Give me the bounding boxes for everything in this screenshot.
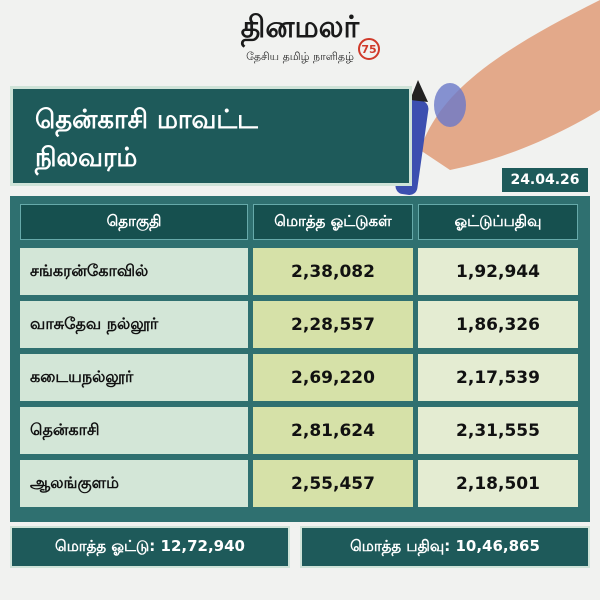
table-cell: வாசுதேவ நல்லூர் <box>20 301 248 348</box>
table-cell: தென்காசி <box>20 407 248 454</box>
table-cell: 2,69,220 <box>253 354 413 401</box>
table-cell: 2,81,624 <box>253 407 413 454</box>
badge: 75 <box>358 38 380 60</box>
title-line: நிலவரம் <box>35 143 138 173</box>
finger <box>420 0 600 170</box>
tagline: தேசிய தமிழ் நாளிதழ் <box>246 50 354 63</box>
table-cell: கடையநல்லூர் <box>20 354 248 401</box>
table-cell: 2,31,555 <box>418 407 578 454</box>
table: தொகுதி மொத்த ஓட்டுகள் ஓட்டுப்பதிவு சங்கரன்க… <box>10 196 590 522</box>
table-cell: ஆலங்குளம் <box>20 460 248 507</box>
logo: தினமலர் <box>240 10 360 45</box>
ink-mark <box>434 83 466 127</box>
table-cell: 2,18,501 <box>418 460 578 507</box>
table-cell: சங்கரன்கோவில் <box>20 248 248 295</box>
title-box: தென்காசி மாவட்ட நிலவரம் <box>10 86 412 186</box>
table-cell: 2,28,557 <box>253 301 413 348</box>
table-cell: 2,17,539 <box>418 354 578 401</box>
date: 24.04.26 <box>502 168 588 192</box>
column-header: தொகுதி <box>20 204 248 240</box>
total-votes: மொத்த ஓட்டு: 12,72,940 <box>10 526 290 568</box>
brush <box>410 80 428 102</box>
table-cell: 1,86,326 <box>418 301 578 348</box>
table-cell: 1,92,944 <box>418 248 578 295</box>
table-cell: 2,38,082 <box>253 248 413 295</box>
total-polled: மொத்த பதிவு: 10,46,865 <box>300 526 590 568</box>
table-cell: 2,55,457 <box>253 460 413 507</box>
title-line: தென்காசி மாவட்ட <box>35 105 258 135</box>
column-header: மொத்த ஓட்டுகள் <box>253 204 413 240</box>
column-header: ஓட்டுப்பதிவு <box>418 204 578 240</box>
